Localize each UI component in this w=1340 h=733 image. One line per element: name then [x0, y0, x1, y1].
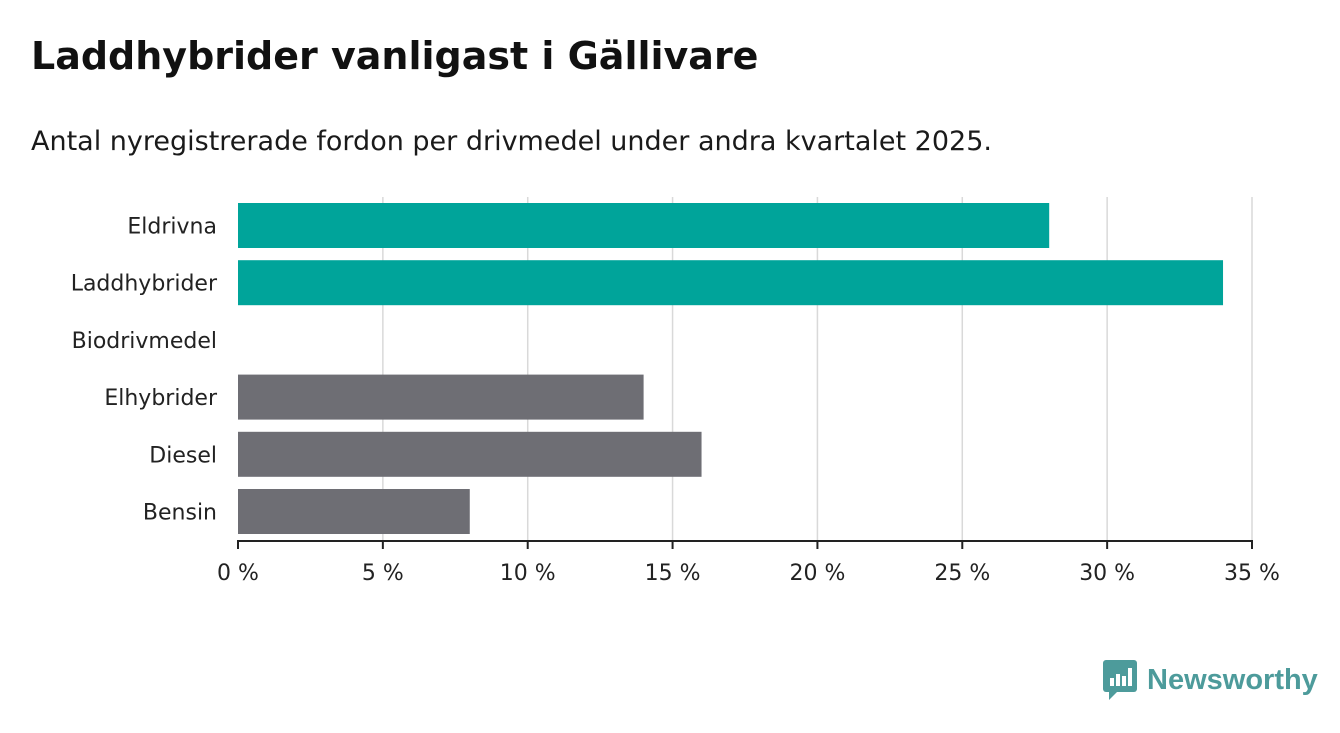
- chart-title: Laddhybrider vanligast i Gällivare: [31, 34, 759, 78]
- bar-eldrivna: [238, 203, 1050, 248]
- category-label: Laddhybrider: [71, 272, 218, 297]
- bars: [238, 203, 1224, 534]
- newsworthy-logo-icon: [1103, 660, 1137, 700]
- bar-bensin: [238, 489, 470, 534]
- x-tick-label: 10 %: [500, 561, 556, 586]
- grid-lines: [382, 197, 1253, 541]
- category-label: Eldrivna: [127, 215, 217, 240]
- chart-subtitle: Antal nyregistrerade fordon per drivmede…: [31, 126, 992, 157]
- x-tick-label: 30 %: [1079, 561, 1135, 586]
- category-label: Biodrivmedel: [72, 329, 217, 354]
- brand-logo: Newsworthy: [1103, 660, 1318, 700]
- x-tick-label: 0 %: [217, 561, 259, 586]
- bar-laddhybrider: [238, 260, 1224, 306]
- x-tick-label: 35 %: [1224, 561, 1280, 586]
- category-label: Diesel: [149, 443, 217, 468]
- x-tick-label: 20 %: [789, 561, 845, 586]
- category-label: Bensin: [143, 501, 217, 526]
- x-tick-label: 25 %: [934, 561, 990, 586]
- x-axis: 0 % 5 % 10 % 15 % 20 % 25 % 30 % 35 %: [217, 540, 1280, 586]
- category-labels: Eldrivna Laddhybrider Biodrivmedel Elhybrid…: [71, 215, 218, 526]
- bar-diesel: [238, 431, 702, 477]
- x-tick-label: 15 %: [645, 561, 701, 586]
- brand-name: Newsworthy: [1147, 663, 1318, 696]
- bar-elhybrider: [238, 374, 644, 420]
- x-tick-label: 5 %: [362, 561, 404, 586]
- category-label: Elhybrider: [104, 386, 218, 411]
